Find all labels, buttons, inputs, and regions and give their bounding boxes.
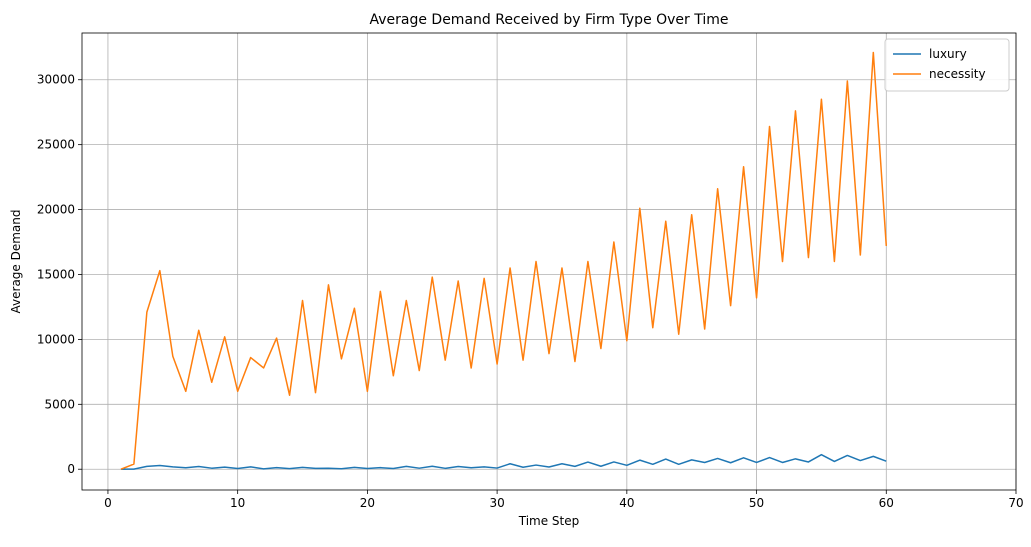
y-tick-label: 25000 bbox=[37, 138, 75, 152]
y-axis-label: Average Demand bbox=[9, 210, 23, 314]
y-tick-label: 20000 bbox=[37, 203, 75, 217]
series-line-luxury bbox=[120, 453, 887, 470]
x-axis: 0 10 20 30 40 50 60 70 bbox=[104, 490, 1024, 510]
x-tick-label: 0 bbox=[104, 496, 112, 510]
y-tick-label: 30000 bbox=[37, 73, 75, 87]
y-tick-label: 10000 bbox=[37, 332, 75, 346]
x-tick-label: 20 bbox=[360, 496, 375, 510]
series-line-necessity bbox=[120, 51, 888, 470]
x-tick-label: 60 bbox=[879, 496, 894, 510]
x-axis-label: Time Step bbox=[518, 514, 580, 528]
y-tick-label: 15000 bbox=[37, 267, 75, 281]
chart-title: Average Demand Received by Firm Type Ove… bbox=[369, 12, 728, 28]
y-tick-label: 0 bbox=[67, 462, 75, 476]
plot-frame bbox=[81, 32, 1017, 491]
x-tick-label: 70 bbox=[1008, 496, 1023, 510]
series-layer bbox=[120, 51, 888, 470]
legend-label: necessity bbox=[929, 67, 986, 81]
legend-box bbox=[884, 38, 1010, 92]
x-tick-label: 10 bbox=[230, 496, 245, 510]
x-tick-label: 40 bbox=[619, 496, 634, 510]
legend-label: luxury bbox=[929, 47, 967, 61]
y-tick-label: 5000 bbox=[44, 397, 75, 411]
x-tick-label: 30 bbox=[489, 496, 504, 510]
x-tick-label: 50 bbox=[749, 496, 764, 510]
y-axis: 0 5000 10000 15000 20000 25000 30000 bbox=[37, 73, 82, 476]
legend: luxury necessity bbox=[884, 38, 1010, 92]
